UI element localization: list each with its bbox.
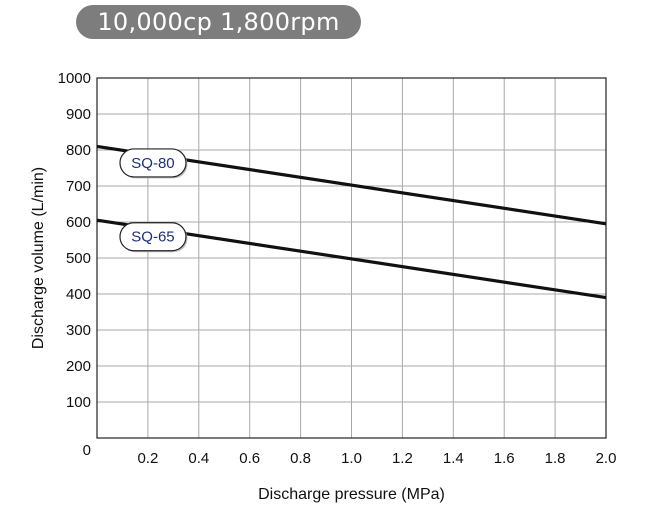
x-tick-label: 0.4 xyxy=(188,450,209,467)
y-tick-label: 900 xyxy=(66,106,91,123)
x-tick-label: 1.4 xyxy=(443,450,464,467)
series-label-pill xyxy=(119,148,187,178)
y-tick-label: 800 xyxy=(66,142,91,159)
x-tick-label: 0.2 xyxy=(137,450,158,467)
y-tick-label: 200 xyxy=(66,358,91,375)
y-tick-label: 500 xyxy=(66,250,91,267)
plot-frame xyxy=(96,77,607,439)
y-tick-label: 400 xyxy=(66,286,91,303)
y-tick-label: 700 xyxy=(66,178,91,195)
x-tick-label: 2.0 xyxy=(596,450,617,467)
x-tick-label: 0.8 xyxy=(290,450,311,467)
x-tick-label: 1.2 xyxy=(392,450,413,467)
x-axis-title: Discharge pressure (MPa) xyxy=(258,486,445,503)
y-tick-label: 100 xyxy=(66,394,91,411)
series-labels: SQ-80 SQ-65 xyxy=(119,148,188,253)
series-label-text: SQ-80 xyxy=(131,155,174,172)
x-tick-labels: 0.2 0.4 0.6 0.8 1.0 1.2 1.4 1.6 1.8 2.0 xyxy=(137,450,616,467)
series-label-pill xyxy=(119,222,187,252)
series-label-sq-65: SQ-65 xyxy=(119,222,188,253)
y-axis-title: Discharge volume (L/min) xyxy=(30,167,47,349)
y-tick-label: 600 xyxy=(66,214,91,231)
x-tick-label: 0.6 xyxy=(239,450,260,467)
chart-title-badge: 10,000cp 1,800rpm xyxy=(76,5,361,39)
y-tick-labels: 0 100 200 300 400 500 600 700 800 900 1000 xyxy=(58,70,91,459)
y-tick-label: 0 xyxy=(83,442,91,459)
x-tick-label: 1.6 xyxy=(494,450,515,467)
x-tick-label: 1.8 xyxy=(545,450,566,467)
y-tick-label: 300 xyxy=(66,322,91,339)
series-label-text: SQ-65 xyxy=(131,229,174,246)
x-tick-label: 1.0 xyxy=(341,450,362,467)
grid xyxy=(97,77,607,439)
series-label-sq-80: SQ-80 xyxy=(119,148,188,179)
y-tick-label: 1000 xyxy=(58,70,91,87)
